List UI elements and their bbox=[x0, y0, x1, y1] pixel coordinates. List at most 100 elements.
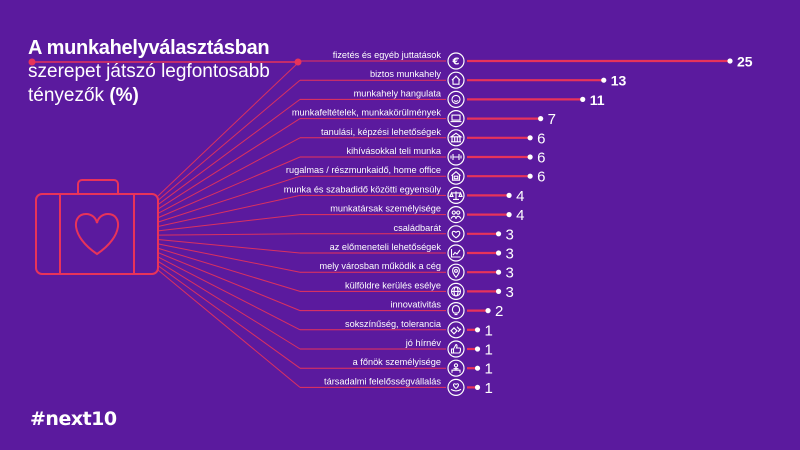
title-underline-start-dot bbox=[28, 58, 36, 66]
school-icon bbox=[447, 129, 465, 147]
bar-row: társadalmi felelősségvállalás 1 bbox=[300, 376, 493, 397]
bar-end-dot bbox=[495, 250, 502, 256]
category-label: mely városban működik a cég bbox=[319, 261, 441, 271]
euro-icon: € bbox=[447, 52, 465, 70]
heart-icon bbox=[447, 225, 465, 243]
value-label: 2 bbox=[495, 303, 503, 320]
fan-line bbox=[157, 156, 301, 219]
brand-logo: #next10 bbox=[30, 408, 117, 430]
bar-end-dot bbox=[485, 308, 491, 314]
title-line-2: szerepet játszó legfontosabb bbox=[28, 61, 270, 82]
category-label: külföldre kerülés esélye bbox=[345, 280, 441, 290]
value-label: 1 bbox=[485, 322, 493, 339]
category-label: jó hírnév bbox=[405, 338, 442, 348]
chart-rows: fizetés és egyéb juttatások 25 € biztos mun… bbox=[284, 50, 753, 397]
bar-row: kihívásokkal teli munka 6 bbox=[300, 146, 545, 167]
bar-row: családbarát 3 bbox=[300, 223, 514, 243]
hand-heart-icon bbox=[447, 378, 465, 396]
value-label: 3 bbox=[506, 246, 514, 263]
category-label: munka és szabadidő közötti egyensúly bbox=[284, 184, 442, 194]
bar-end-dot bbox=[727, 58, 733, 64]
bar-row: munkatársak személyisége 4 bbox=[300, 204, 524, 224]
category-label: munkatársak személyisége bbox=[330, 204, 441, 214]
fan-line bbox=[157, 243, 301, 273]
bar-row: a főnök személyisége 1 bbox=[300, 357, 493, 378]
bar-row: külföldre kerülés esélye 3 bbox=[300, 280, 514, 301]
category-label: társadalmi felelősségvállalás bbox=[324, 376, 441, 386]
value-label: 3 bbox=[506, 284, 514, 301]
globe-icon bbox=[447, 282, 465, 300]
laptop-icon bbox=[447, 109, 465, 128]
category-label: rugalmas / részmunkaidő, home office bbox=[286, 165, 441, 175]
bar-end-dot bbox=[506, 192, 512, 198]
svg-text:€: € bbox=[452, 57, 460, 68]
bar-end-dot bbox=[474, 384, 481, 390]
category-label: munkafeltételek, munkakörülmények bbox=[292, 108, 442, 118]
location-pin-icon bbox=[447, 263, 465, 281]
boss-icon bbox=[447, 359, 465, 377]
category-label: a főnök személyisége bbox=[353, 357, 441, 367]
bar-row: munkafeltételek, munkakörülmények 7 bbox=[292, 108, 556, 129]
category-label: sokszínűség, tolerancia bbox=[345, 319, 442, 329]
fan-line bbox=[157, 233, 301, 236]
chart-title: A munkahelyválasztásban szerepet játszó … bbox=[28, 36, 270, 108]
bar-end-dot bbox=[474, 346, 481, 352]
fan-line bbox=[157, 60, 301, 197]
bar-end-dot bbox=[474, 365, 481, 371]
fan-line bbox=[157, 118, 301, 210]
fan-line bbox=[157, 260, 301, 350]
dumbbell-icon bbox=[447, 148, 465, 166]
fan-line bbox=[157, 252, 301, 312]
bar-end-dot bbox=[495, 269, 502, 275]
value-label: 13 bbox=[611, 73, 627, 89]
fan-line bbox=[157, 194, 301, 227]
fan-line bbox=[157, 98, 301, 206]
value-label: 6 bbox=[537, 130, 545, 147]
bar-row: az előmeneteli lehetőségek 3 bbox=[300, 242, 514, 263]
title-line-3: tényezők (%) bbox=[28, 84, 270, 108]
briefcase-heart-icon bbox=[35, 179, 159, 275]
home-icon bbox=[447, 71, 465, 89]
category-label: munkahely hangulata bbox=[354, 88, 442, 98]
people-icon bbox=[447, 206, 465, 224]
thumbs-up-icon bbox=[447, 340, 465, 358]
bar-row: munka és szabadidő közötti egyensúly 4 bbox=[284, 184, 525, 205]
bar-end-dot bbox=[538, 116, 544, 122]
fan-line bbox=[157, 137, 301, 214]
fan-line bbox=[157, 175, 301, 223]
lightbulb-icon bbox=[447, 302, 465, 320]
title-line-1: A munkahelyválasztásban bbox=[28, 37, 270, 59]
bar-row: tanulási, képzési lehetőségek 6 bbox=[300, 127, 545, 147]
category-label: biztos munkahely bbox=[370, 69, 441, 79]
value-label: 7 bbox=[548, 111, 556, 128]
fan-line bbox=[157, 79, 301, 201]
bar-end-dot bbox=[527, 173, 533, 179]
bar-end-dot bbox=[527, 135, 533, 141]
category-label: családbarát bbox=[394, 223, 442, 233]
bar-row: munkahely hangulata 11 bbox=[300, 88, 605, 109]
fan-line bbox=[157, 269, 301, 388]
fan-line bbox=[157, 256, 301, 331]
category-label: innovativitás bbox=[390, 300, 441, 310]
bar-end-dot bbox=[580, 96, 586, 102]
house-laptop-icon bbox=[447, 167, 465, 185]
smile-icon bbox=[447, 90, 465, 109]
value-label: 3 bbox=[506, 265, 514, 282]
title-line-3-text: tényezők bbox=[28, 85, 105, 106]
fan-line bbox=[157, 247, 301, 292]
category-label: fizetés és egyéb juttatások bbox=[333, 50, 442, 60]
fan-line bbox=[157, 265, 301, 369]
value-label: 25 bbox=[737, 54, 753, 70]
growth-chart-icon bbox=[447, 244, 465, 262]
bar-row: fizetés és egyéb juttatások 25 € bbox=[300, 50, 753, 70]
bar-end-dot bbox=[527, 154, 533, 160]
bar-end-dot bbox=[474, 327, 481, 333]
bar-row: sokszínűség, tolerancia 1 bbox=[300, 319, 493, 339]
value-label: 1 bbox=[485, 380, 493, 397]
value-label: 6 bbox=[537, 150, 545, 167]
value-label: 3 bbox=[506, 226, 514, 243]
hands-icon bbox=[447, 321, 465, 339]
bar-end-dot bbox=[495, 288, 502, 294]
bar-row: rugalmas / részmunkaidő, home office 6 bbox=[286, 165, 546, 186]
